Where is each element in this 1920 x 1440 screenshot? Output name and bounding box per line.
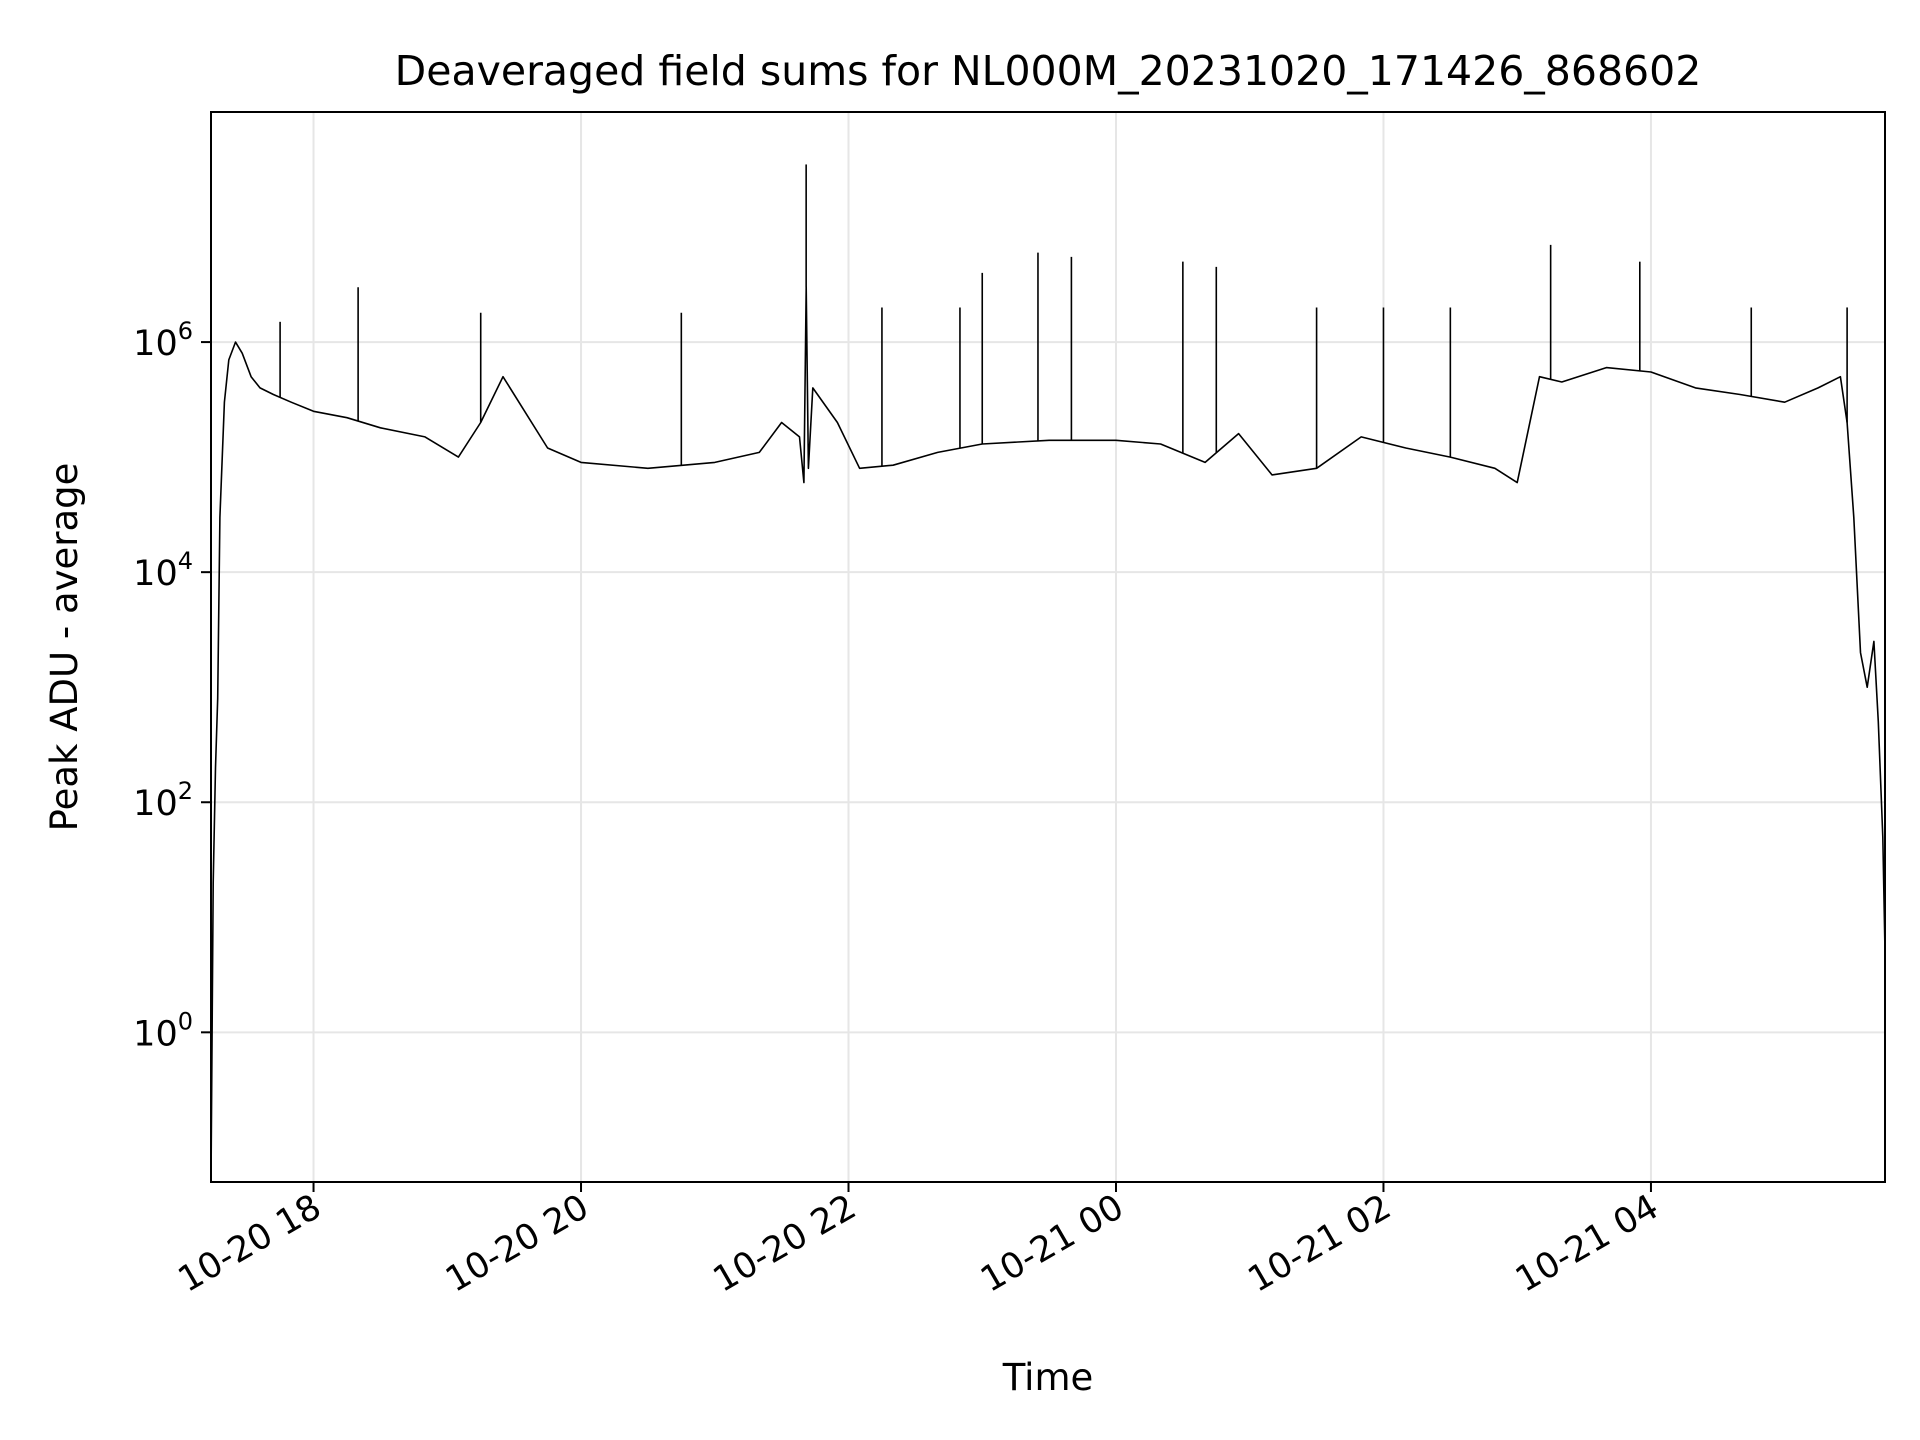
plot-area-frame: [210, 111, 1886, 1183]
x-axis: 10-20 18 10-20 20 10-20 22 10-21 00 10-21 02…: [172, 1182, 1665, 1300]
y-tick-label: 100: [133, 1007, 193, 1054]
x-axis-label: Time: [1002, 1356, 1094, 1399]
y-axis: 100 102 104 106: [133, 317, 211, 1054]
x-tick-label: 10-21 00: [974, 1187, 1130, 1300]
grid-lines: [211, 112, 1885, 1182]
x-tick-label: 10-20 22: [707, 1187, 863, 1300]
y-tick-label: 106: [133, 317, 193, 364]
x-tick-label: 10-20 20: [439, 1187, 595, 1300]
y-tick-label: 104: [133, 547, 193, 594]
x-tick-label: 10-20 18: [172, 1187, 328, 1300]
x-tick-label: 10-21 02: [1242, 1187, 1398, 1300]
y-tick-label: 102: [133, 777, 193, 824]
chart-title: Deaveraged field sums for NL000M_2023102…: [395, 47, 1702, 95]
y-axis-label: Peak ADU - average: [43, 463, 86, 832]
x-tick-label: 10-21 04: [1509, 1187, 1665, 1300]
series-line: [210, 286, 1886, 1183]
series-layer: [210, 164, 1886, 1183]
